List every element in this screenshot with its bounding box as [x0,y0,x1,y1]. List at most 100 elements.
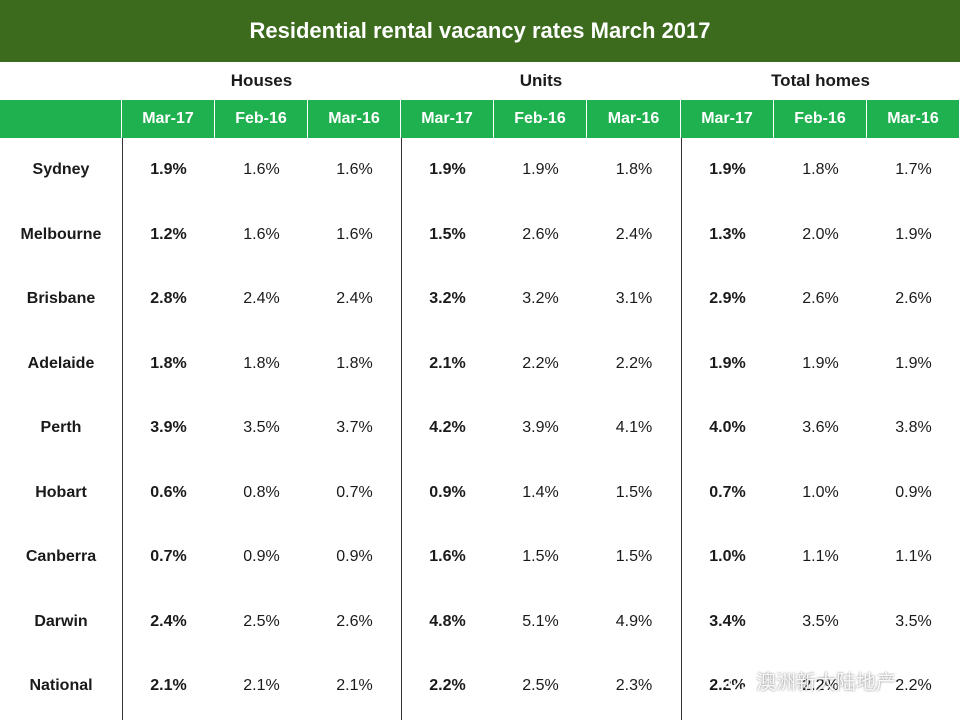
table-cell-houses-1: 1.6% [243,161,280,178]
table-cell-houses-2: 1.6% [336,161,373,178]
table-cell-units-0: 0.9% [429,483,466,501]
period-header-units-2: Mar-16 [587,100,681,138]
watermark: 澳洲新大陆地产 [716,662,896,698]
table-cell-houses-2: 0.9% [336,548,373,565]
table-cell-total-1: 2.2% [802,677,839,694]
table-cell-houses-0: 1.9% [150,161,187,178]
period-header-units-0: Mar-17 [401,100,494,138]
table-row: Adelaide 1.8% 1.8% 1.8% 2.1% 2.2% 2.2% 1.9% 1.9%… [0,332,960,397]
column-divider-units [401,138,402,720]
table-cell-total-1: 1.0% [802,483,839,501]
table-cell-units-0: 4.2% [429,419,466,436]
group-label-total-homes: Total homes [771,71,870,90]
table-cell-units-0: 2.1% [429,354,466,372]
table-cell-houses-2: 2.4% [336,290,373,307]
row-label: National [29,677,93,694]
period-header-total-1: Feb-16 [774,100,867,138]
table-cell-units-1: 2.5% [522,677,559,694]
header-corner-cell [0,100,122,138]
page-title: Residential rental vacancy rates March 2… [249,18,711,43]
table-cell-houses-1: 2.4% [243,290,280,307]
table-cell-units-2: 4.1% [615,419,653,436]
group-label-units: Units [519,71,563,90]
table-cell-total-0: 1.0% [709,548,746,565]
table-cell-total-0: 1.3% [709,225,746,243]
table-cell-houses-0: 2.8% [150,290,187,307]
table-cell-total-2: 1.9% [895,354,932,372]
period-header-total-0: Mar-17 [681,100,774,138]
table-cell-units-0: 2.2% [429,677,466,694]
table-cell-units-1: 3.2% [522,290,559,307]
table-cell-houses-1: 3.5% [243,419,280,436]
table-row: Brisbane 2.8% 2.4% 2.4% 3.2% 3.2% 3.1% 2.9% 2.6%… [0,267,960,332]
table-cell-houses-1: 2.1% [243,677,280,694]
period-header-row: Mar-17 Feb-16 Mar-16 Mar-17 Feb-16 Mar-16 Mar-… [0,100,960,138]
table-cell-houses-2: 1.6% [336,225,373,243]
table-cell-houses-2: 1.8% [336,354,373,372]
table-cell-total-1: 3.6% [802,419,839,436]
table-cell-units-1: 2.6% [522,225,559,243]
table-cell-units-1: 1.5% [522,548,559,565]
period-header-total-2: Mar-16 [867,100,960,138]
row-label: Perth [40,419,82,436]
table-cell-houses-1: 2.5% [243,612,280,630]
period-header-units-1: Feb-16 [494,100,587,138]
table-cell-total-2: 2.2% [895,677,932,694]
table-cell-total-0: 1.9% [709,354,746,372]
table-cell-total-2: 3.5% [895,612,932,630]
table-cell-total-0: 0.7% [709,483,746,501]
table-cell-houses-2: 2.1% [336,677,373,694]
table-cell-houses-2: 0.7% [336,483,373,501]
table-row: Hobart 0.6% 0.8% 0.7% 0.9% 1.4% 1.5% 0.7% 1.0% 0.… [0,461,960,526]
table-cell-total-0: 2.9% [709,290,746,307]
table-cell-total-2: 1.9% [895,225,932,243]
table-cell-units-1: 5.1% [522,612,559,630]
wechat-icon [717,668,748,692]
table-cell-units-2: 2.2% [615,354,653,372]
table-cell-units-1: 1.9% [522,161,559,178]
row-label: Hobart [35,483,87,501]
table-cell-houses-2: 2.6% [336,612,373,630]
period-header-houses-2: Mar-16 [308,100,401,138]
column-group-header: Houses Units Total homes [0,62,960,100]
table-cell-units-0: 1.9% [429,161,466,178]
table-cell-units-0: 1.5% [429,225,466,243]
table-cell-houses-0: 0.6% [150,483,187,501]
row-label: Brisbane [26,290,96,307]
table-row: Perth 3.9% 3.5% 3.7% 4.2% 3.9% 4.1% 4.0% 3.6% 3.8… [0,396,960,461]
table-row: Darwin 2.4% 2.5% 2.6% 4.8% 5.1% 4.9% 3.4% 3.5% 3.… [0,590,960,655]
watermark-text: 澳洲新大陆地产 [756,671,896,694]
table-cell-units-2: 1.5% [615,483,653,501]
table-cell-houses-1: 1.6% [243,225,280,243]
table-cell-total-2: 1.7% [895,161,932,178]
row-label: Darwin [34,612,88,630]
table-cell-total-2: 1.1% [895,548,932,565]
table-cell-houses-0: 2.4% [150,612,187,630]
table-cell-total-2: 3.8% [895,419,932,436]
table-cell-units-2: 3.1% [615,290,653,307]
table-row: Melbourne 1.2% 1.6% 1.6% 1.5% 2.6% 2.4% 1.3% 2.0… [0,203,960,268]
table-cell-houses-1: 0.9% [243,548,280,565]
table-cell-houses-0: 0.7% [150,548,187,565]
table-cell-total-2: 0.9% [895,483,932,501]
table-cell-units-0: 3.2% [429,290,466,307]
row-label: Adelaide [27,354,95,372]
period-header-houses-1: Feb-16 [215,100,308,138]
table-cell-total-0: 4.0% [709,419,746,436]
table-title-bar: Residential rental vacancy rates March 2… [0,0,960,62]
table-cell-units-1: 1.4% [522,483,559,501]
table-cell-houses-0: 1.2% [150,225,187,243]
table-cell-total-0: 3.4% [709,612,746,630]
table-row: Canberra 0.7% 0.9% 0.9% 1.6% 1.5% 1.5% 1.0% 1.1%… [0,525,960,590]
table-cell-total-1: 2.0% [802,225,839,243]
table-cell-units-2: 4.9% [615,612,653,630]
table-cell-houses-0: 1.8% [150,354,187,372]
table-cell-units-2: 1.8% [615,161,653,178]
period-header-houses-0: Mar-17 [122,100,215,138]
table-cell-units-1: 2.2% [522,354,559,372]
column-divider-houses [122,138,123,720]
table-cell-houses-2: 3.7% [336,419,373,436]
table-row: Sydney 1.9% 1.6% 1.6% 1.9% 1.9% 1.8% 1.9% 1.8% 1.… [0,138,960,203]
table-cell-houses-0: 2.1% [150,677,187,694]
table-cell-houses-1: 1.8% [243,354,280,372]
